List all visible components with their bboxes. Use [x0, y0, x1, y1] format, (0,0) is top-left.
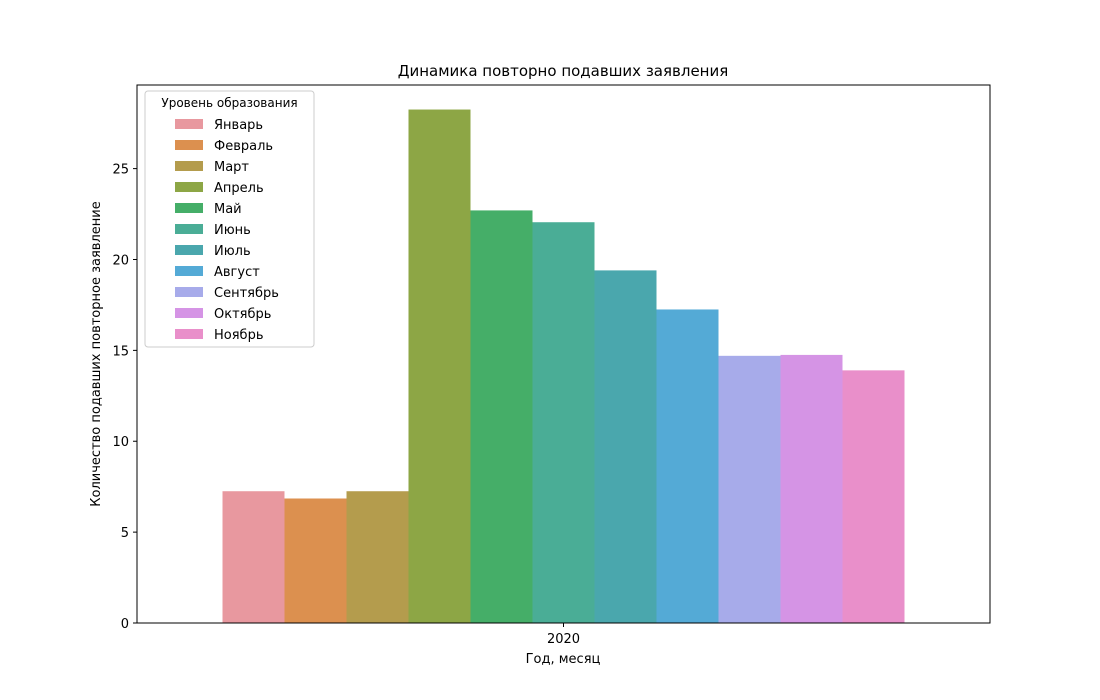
legend-label-5: Июнь [214, 223, 251, 238]
y-axis-label: Количество подавших повторное заявление [89, 201, 104, 506]
legend-swatch-1 [175, 140, 203, 150]
legend-swatch-0 [175, 119, 203, 129]
bar-0 [222, 491, 285, 623]
bar-2 [346, 491, 409, 623]
legend-swatch-5 [175, 224, 203, 234]
bar-7 [656, 309, 719, 623]
legend-title: Уровень образования [161, 96, 297, 110]
y-tick-label-5: 25 [112, 163, 129, 178]
legend-swatch-4 [175, 203, 203, 213]
legend-label-10: Ноябрь [214, 328, 263, 343]
legend-swatch-7 [175, 266, 203, 276]
y-tick-label-0: 0 [121, 617, 129, 632]
bar-10 [842, 370, 905, 623]
x-axis: 2020 [547, 623, 580, 647]
legend-label-7: Август [214, 265, 260, 280]
legend-swatch-3 [175, 182, 203, 192]
legend-label-6: Июль [214, 244, 251, 259]
bar-1 [284, 498, 347, 623]
bar-8 [718, 355, 781, 623]
legend-label-9: Октябрь [214, 307, 271, 322]
bar-6 [594, 270, 657, 623]
y-tick-label-2: 10 [112, 435, 129, 450]
bar-9 [780, 354, 843, 623]
y-tick-label-4: 20 [112, 253, 129, 268]
legend-label-1: Февраль [214, 139, 273, 154]
y-tick-label-3: 15 [112, 344, 129, 359]
bar-4 [470, 210, 533, 623]
legend-swatch-2 [175, 161, 203, 171]
legend-label-8: Сентябрь [214, 286, 279, 301]
legend-label-3: Апрель [214, 181, 264, 196]
bar-5 [532, 222, 595, 623]
y-tick-label-1: 5 [121, 526, 129, 541]
legend-box [144, 90, 315, 348]
legend-swatch-9 [175, 308, 203, 318]
legend-swatch-10 [175, 329, 203, 339]
chart-title: Динамика повторно подавших заявления [398, 62, 729, 80]
bar-3 [408, 109, 471, 623]
bars-group [222, 109, 905, 623]
x-axis-label: Год, месяц [526, 652, 601, 667]
y-axis: 0 5 10 15 20 25 [112, 163, 137, 632]
legend: Уровень образования Январь Февраль Март Апре… [144, 90, 315, 348]
legend-label-2: Март [214, 160, 249, 175]
legend-swatch-6 [175, 245, 203, 255]
legend-label-4: Май [214, 202, 242, 217]
legend-swatch-8 [175, 287, 203, 297]
legend-label-0: Январь [214, 118, 263, 133]
x-tick-label-0: 2020 [547, 632, 580, 647]
